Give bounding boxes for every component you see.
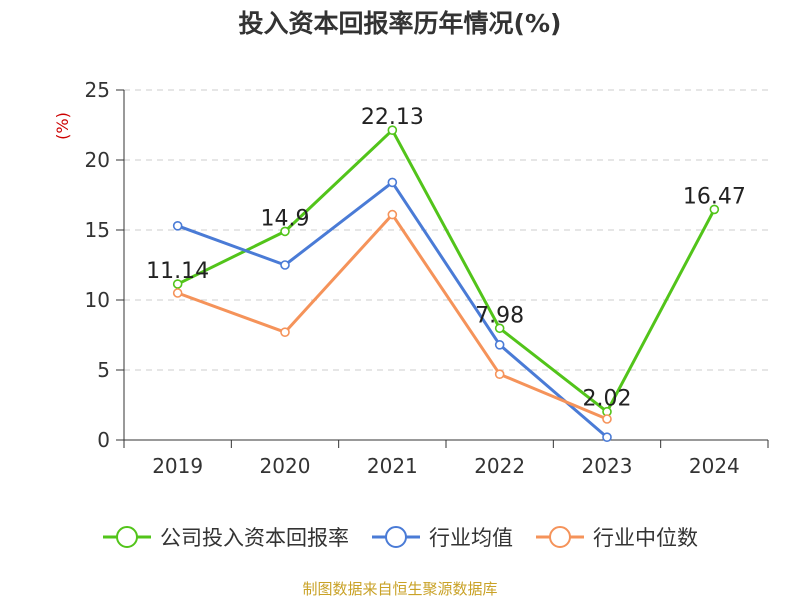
data-point: [280, 327, 290, 338]
data-point: [172, 221, 183, 231]
x-tick-label: 2022: [474, 454, 525, 478]
legend-swatch-icon: [536, 526, 584, 548]
x-tick-label: 2023: [582, 454, 633, 478]
x-tick-label: 2021: [367, 454, 418, 478]
legend-item[interactable]: 行业中位数: [535, 522, 698, 552]
chart-title: 投入资本回报率历年情况(%): [238, 9, 562, 38]
series-line: [177, 128, 716, 414]
y-axis-unit-label: (%): [53, 112, 72, 140]
data-label: 16.47: [683, 184, 746, 209]
data-point: [172, 279, 183, 289]
y-tick-label: 10: [85, 288, 110, 312]
data-point: [172, 288, 183, 298]
data-point: [387, 125, 398, 135]
data-point: [387, 209, 398, 220]
legend-label: 行业均值: [429, 526, 513, 550]
y-tick-label: 0: [97, 428, 110, 452]
data-point: [494, 323, 505, 334]
data-label: 7.98: [475, 303, 524, 328]
axes: 0 5 10 15 20 25 2019 2020 2021 2022 2023 2024 (%): [53, 78, 769, 478]
data-point: [280, 260, 290, 270]
legend-item[interactable]: 行业均值: [371, 522, 513, 552]
y-tick-label: 25: [85, 78, 110, 102]
data-point: [494, 339, 505, 350]
y-tick-label: 15: [85, 218, 110, 242]
data-point: [280, 226, 290, 237]
legend-swatch-marker: [385, 526, 407, 548]
series-lines: [172, 125, 720, 443]
legend-item[interactable]: 公司投入资本回报率: [102, 522, 349, 552]
series-line: [177, 180, 608, 439]
y-tick-label: 5: [97, 358, 110, 382]
legend-swatch-icon: [372, 526, 420, 548]
data-label: 14.9: [261, 206, 310, 231]
legend-swatch-marker: [116, 526, 138, 548]
legend-label: 行业中位数: [593, 526, 698, 550]
y-tick-label: 20: [85, 148, 110, 172]
data-labels: 11.14 14.9 22.13 7.98 2.02 16.47: [146, 105, 746, 412]
data-point: [602, 414, 612, 424]
legend-label: 公司投入资本回报率: [160, 526, 349, 550]
data-point: [709, 204, 720, 215]
series-line: [177, 213, 608, 421]
x-tick-label: 2024: [689, 454, 740, 478]
x-tick-label: 2020: [260, 454, 311, 478]
legend-swatch-icon: [103, 526, 151, 548]
data-point: [602, 432, 612, 443]
legend-swatch-marker: [549, 526, 571, 548]
x-tick-label: 2019: [152, 454, 203, 478]
data-point: [387, 177, 398, 188]
legend: 公司投入资本回报率 行业均值 行业中位数: [0, 520, 800, 554]
data-label: 22.13: [361, 105, 424, 130]
data-label: 2.02: [583, 387, 632, 412]
data-point: [494, 369, 505, 380]
data-label: 11.14: [146, 259, 209, 284]
source-note: 制图数据来自恒生聚源数据库: [302, 580, 498, 598]
